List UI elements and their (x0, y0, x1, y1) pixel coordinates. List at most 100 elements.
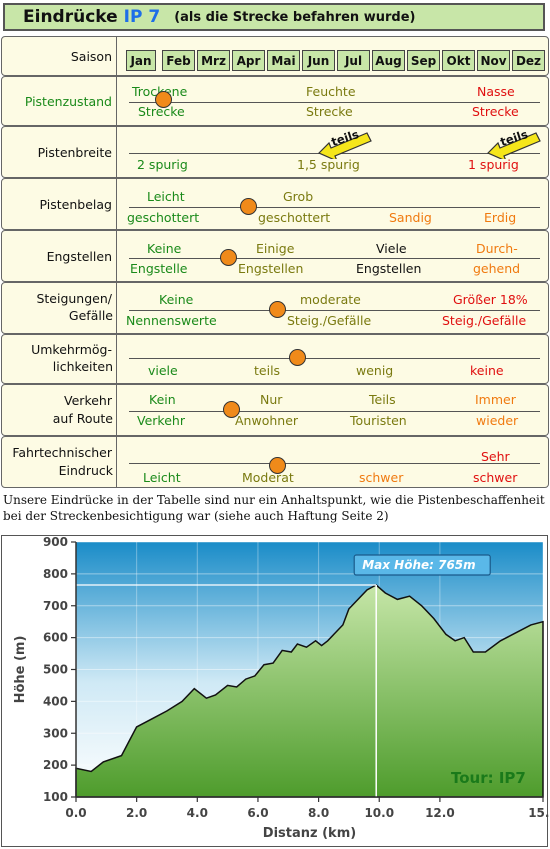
rating-marker[interactable] (220, 249, 237, 266)
engstellen-opt2-line2: Engstellen (238, 261, 304, 276)
verkehr-row: Verkehr auf Route Kein Verkehr Nur Anwoh… (1, 384, 549, 436)
teils-arrow-icon (486, 132, 541, 159)
pistenbelag-opt2-line1: Grob (283, 189, 314, 204)
verkehr-label: Verkehr (2, 385, 117, 435)
y-tick-label: 300 (43, 726, 68, 740)
pistenbreite-opt1: 2 spurig (137, 157, 188, 172)
rating-marker[interactable] (269, 301, 286, 318)
y-axis-label: Höhe (m) (13, 636, 28, 704)
fahrtechnik-label: Fahrtechnischer (2, 437, 117, 487)
month-sep[interactable]: Sep (407, 50, 440, 71)
scale-line (129, 463, 540, 464)
header-title: Eindrücke (23, 7, 118, 27)
scale-line (129, 207, 540, 208)
pistenbelag-opt1-line1: Leicht (147, 189, 185, 204)
engstellen-row: Engstellen Keine Engstelle Einige Engste… (1, 230, 549, 282)
x-tick-label: 4.0 (187, 806, 208, 820)
scale-line (129, 411, 540, 412)
engstellen-opt2-line1: Einige (256, 241, 295, 256)
pistenzustand-opt2-line2: Strecke (306, 104, 353, 119)
engstellen-opt3-line2: Engstellen (356, 261, 422, 276)
rating-marker[interactable] (155, 91, 172, 108)
steigungen-label: Steigungen/ (2, 283, 117, 333)
umkehr-opt3: wenig (356, 363, 394, 378)
pistenzustand-label: Pistenzustand (2, 77, 117, 125)
y-tick-label: 400 (43, 694, 68, 708)
fahrtechnik-opt2: Moderat (242, 470, 294, 485)
engstellen-opt1-line2: Engstelle (130, 261, 188, 276)
month-feb[interactable]: Feb (162, 50, 195, 71)
month-jan[interactable]: Jan (126, 50, 156, 71)
y-tick-label: 500 (43, 663, 68, 677)
max-height-box (353, 554, 491, 576)
verkehr-label-line2: auf Route (52, 411, 113, 426)
engstellen-opt4-line1: Durch- (476, 241, 518, 256)
scale-line (129, 258, 540, 259)
engstellen-opt3-line1: Viele (376, 241, 407, 256)
x-axis-label: Distanz (km) (263, 826, 356, 841)
x-tick-label: 8.0 (308, 806, 329, 820)
tour-label: Tour: IP7 (451, 769, 526, 787)
steigungen-opt1-line1: Keine (159, 292, 194, 307)
verkehr-opt2-line2: Anwohner (235, 413, 299, 428)
pistenzustand-opt2-line1: Feuchte (306, 84, 356, 99)
page-header: Eindrücke IP 7 (als die Strecke befahren… (3, 3, 545, 31)
engstellen-opt1-line1: Keine (147, 241, 182, 256)
header-subtitle: (als die Strecke befahren wurde) (174, 9, 416, 25)
y-tick-label: 200 (43, 758, 68, 772)
y-tick-label: 800 (43, 567, 68, 581)
scale-line (129, 102, 540, 103)
verkehr-opt1-line2: Verkehr (137, 413, 185, 428)
fahrtechnik-label-line2: Eindruck (58, 463, 113, 478)
tour-id: IP 7 (123, 7, 161, 27)
pistenbelag-opt3: Sandig (389, 210, 432, 225)
umkehr-row: Umkehrmög- lichkeiten viele teils wenig … (1, 334, 549, 384)
y-tick-label: 600 (43, 631, 68, 645)
umkehr-label-line2: lichkeiten (52, 359, 113, 374)
month-okt[interactable]: Okt (442, 50, 475, 71)
teils-arrow-icon (317, 132, 372, 159)
month-jul[interactable]: Jul (337, 50, 370, 71)
steigungen-opt1-line2: Nennenswerte (126, 313, 217, 328)
rating-marker[interactable] (223, 401, 240, 418)
pistenzustand-opt3-line1: Nasse (477, 84, 515, 99)
teils-badge-1: teils (317, 127, 372, 159)
rating-marker[interactable] (289, 349, 306, 366)
steigungen-opt3-line1: Größer 18% (453, 292, 528, 307)
season-row: Saison Jan Feb Mrz Apr Mai Jun Jul Aug S… (1, 36, 549, 76)
verkehr-opt3-line1: Teils (369, 392, 396, 407)
rating-marker[interactable] (240, 198, 257, 215)
month-nov[interactable]: Nov (477, 50, 510, 71)
elevation-area (75, 584, 544, 798)
month-mrz[interactable]: Mrz (197, 50, 230, 71)
x-tick-label: 0.0 (65, 806, 86, 820)
fahrtechnik-opt4-line1: Sehr (481, 449, 510, 464)
fahrtechnik-opt1: Leicht (143, 470, 181, 485)
month-apr[interactable]: Apr (232, 50, 265, 71)
max-height-callout: Max Höhe: 765m (353, 554, 491, 576)
verkehr-opt4-line1: Immer (475, 392, 516, 407)
fahrtechnik-opt4-line2: schwer (473, 470, 518, 485)
pistenzustand-opt3-line2: Strecke (472, 104, 519, 119)
pistenzustand-opt1-line2: Strecke (138, 104, 185, 119)
x-tick-label: 12.0 (425, 806, 455, 820)
engstellen-label: Engstellen (2, 231, 117, 281)
elevation-svg: Max Höhe: 765m Tour: IP7 100 200 300 400 500… (13, 536, 549, 841)
x-tick-label: 15.4 (528, 806, 549, 820)
fahrtechnik-label-line1: Fahrtechnischer (12, 445, 112, 460)
fahrtechnik-row: Fahrtechnischer Eindruck Leicht Moderat … (1, 436, 549, 488)
month-mai[interactable]: Mai (267, 50, 300, 71)
pistenbelag-opt1-line2: geschottert (127, 210, 200, 225)
month-jun[interactable]: Jun (302, 50, 335, 71)
y-axis: 100 200 300 400 500 600 700 800 900 (43, 536, 77, 804)
month-aug[interactable]: Aug (372, 50, 405, 71)
x-tick-label: 2.0 (126, 806, 147, 820)
steigungen-label-line1: Steigungen/ (36, 291, 112, 306)
steigungen-row: Steigungen/ Gefälle Keine Nennenswerte m… (1, 282, 549, 334)
rating-marker[interactable] (269, 457, 286, 474)
month-dez[interactable]: Dez (512, 50, 545, 71)
verkehr-opt2-line1: Nur (260, 392, 283, 407)
x-axis: 0.0 2.0 4.0 6.0 8.0 10.0 12.0 15.4 (65, 796, 549, 820)
pistenzustand-row: Pistenzustand Trockene Strecke Feuchte S… (1, 76, 549, 126)
season-label: Saison (2, 37, 117, 75)
